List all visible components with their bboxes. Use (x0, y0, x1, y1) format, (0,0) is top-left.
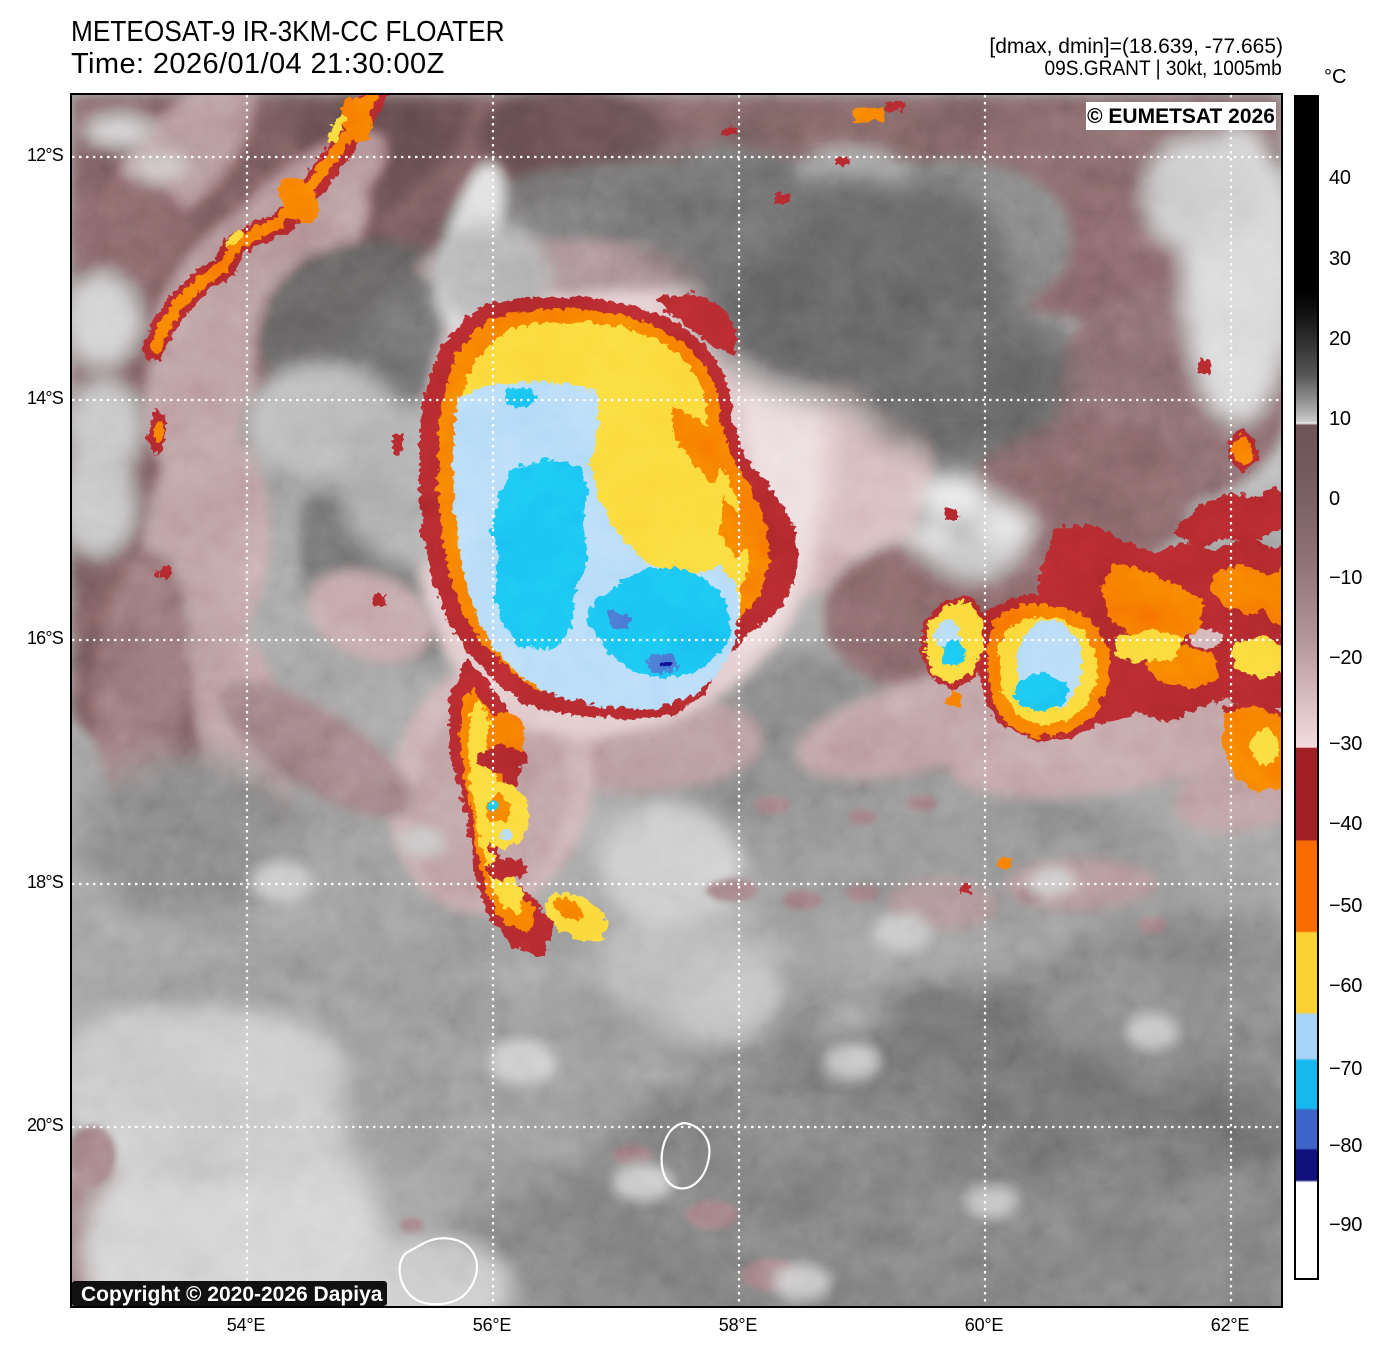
svg-text:Copyright © 2020-2026 Dapiya: Copyright © 2020-2026 Dapiya (81, 1283, 383, 1306)
svg-text:© EUMETSAT 2026: © EUMETSAT 2026 (1087, 105, 1275, 128)
